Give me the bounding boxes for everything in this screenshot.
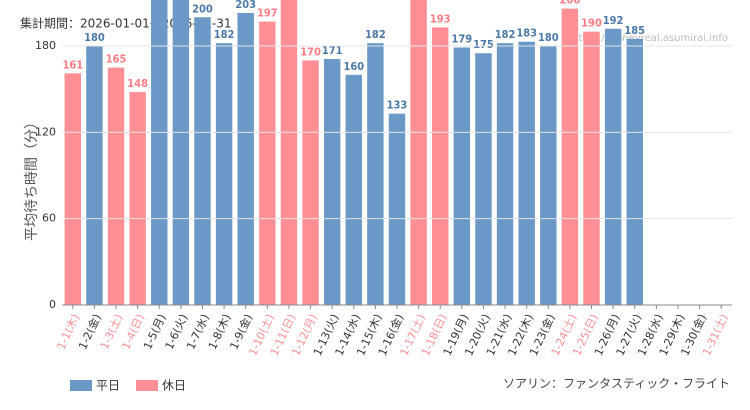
bar xyxy=(583,31,600,306)
value-label: 148 xyxy=(127,77,148,90)
value-label: 192 xyxy=(603,14,624,27)
bar xyxy=(561,8,579,305)
value-label: 175 xyxy=(473,38,494,51)
bar xyxy=(540,46,557,306)
legend-swatch xyxy=(70,380,92,391)
bar xyxy=(237,12,254,305)
value-label: 203 xyxy=(235,0,256,11)
bar xyxy=(432,27,449,306)
y-tick-label: 60 xyxy=(42,212,56,225)
bar xyxy=(107,67,125,306)
bar xyxy=(64,73,82,305)
caption: ソアリン：ファンタスティック・フライト xyxy=(503,377,730,391)
value-label: 180 xyxy=(84,31,105,44)
value-label: 206 xyxy=(560,0,581,7)
bar xyxy=(475,53,492,305)
legend-swatch xyxy=(136,380,158,391)
value-label: 185 xyxy=(624,24,645,37)
legend-label: 平日 xyxy=(96,379,120,393)
bar xyxy=(496,43,514,306)
value-label: 197 xyxy=(257,7,278,20)
y-tick-label: 180 xyxy=(35,39,56,52)
bar xyxy=(323,58,341,306)
bar xyxy=(86,46,103,306)
bar xyxy=(194,17,211,305)
bar xyxy=(388,113,406,305)
plot-area: 1611801651482252202001822031972351701711… xyxy=(62,0,645,306)
bar xyxy=(410,0,427,306)
bar xyxy=(129,92,146,305)
value-label: 193 xyxy=(430,12,451,25)
value-label: 133 xyxy=(387,99,408,112)
bar xyxy=(259,21,276,305)
value-label: 161 xyxy=(62,58,83,71)
legend-label: 休日 xyxy=(162,379,186,393)
value-label: 171 xyxy=(322,44,343,57)
y-tick-label: 0 xyxy=(49,298,56,311)
value-label: 160 xyxy=(343,60,364,73)
bar xyxy=(345,74,362,306)
value-label: 183 xyxy=(516,27,537,40)
value-label: 180 xyxy=(538,31,559,44)
bar xyxy=(215,43,233,306)
bar xyxy=(453,47,471,306)
bar xyxy=(151,0,168,305)
value-label: 165 xyxy=(106,53,127,66)
watermark: https://disneyreal.asumirai.info xyxy=(572,33,728,44)
value-label: 190 xyxy=(581,17,602,30)
bar xyxy=(302,60,319,305)
value-label: 179 xyxy=(452,32,473,45)
bar xyxy=(172,0,190,305)
bar xyxy=(367,43,384,306)
bar xyxy=(518,41,535,305)
value-label: 200 xyxy=(192,2,213,15)
y-axis-label: 平均待ち時間（分） xyxy=(24,115,40,241)
bar xyxy=(280,0,298,306)
bar xyxy=(626,38,643,306)
value-label: 182 xyxy=(365,28,386,41)
value-label: 170 xyxy=(300,45,321,58)
y-tick-label: 120 xyxy=(35,125,56,138)
bar xyxy=(604,28,622,305)
value-label: 182 xyxy=(214,28,235,41)
value-label: 182 xyxy=(495,28,516,41)
